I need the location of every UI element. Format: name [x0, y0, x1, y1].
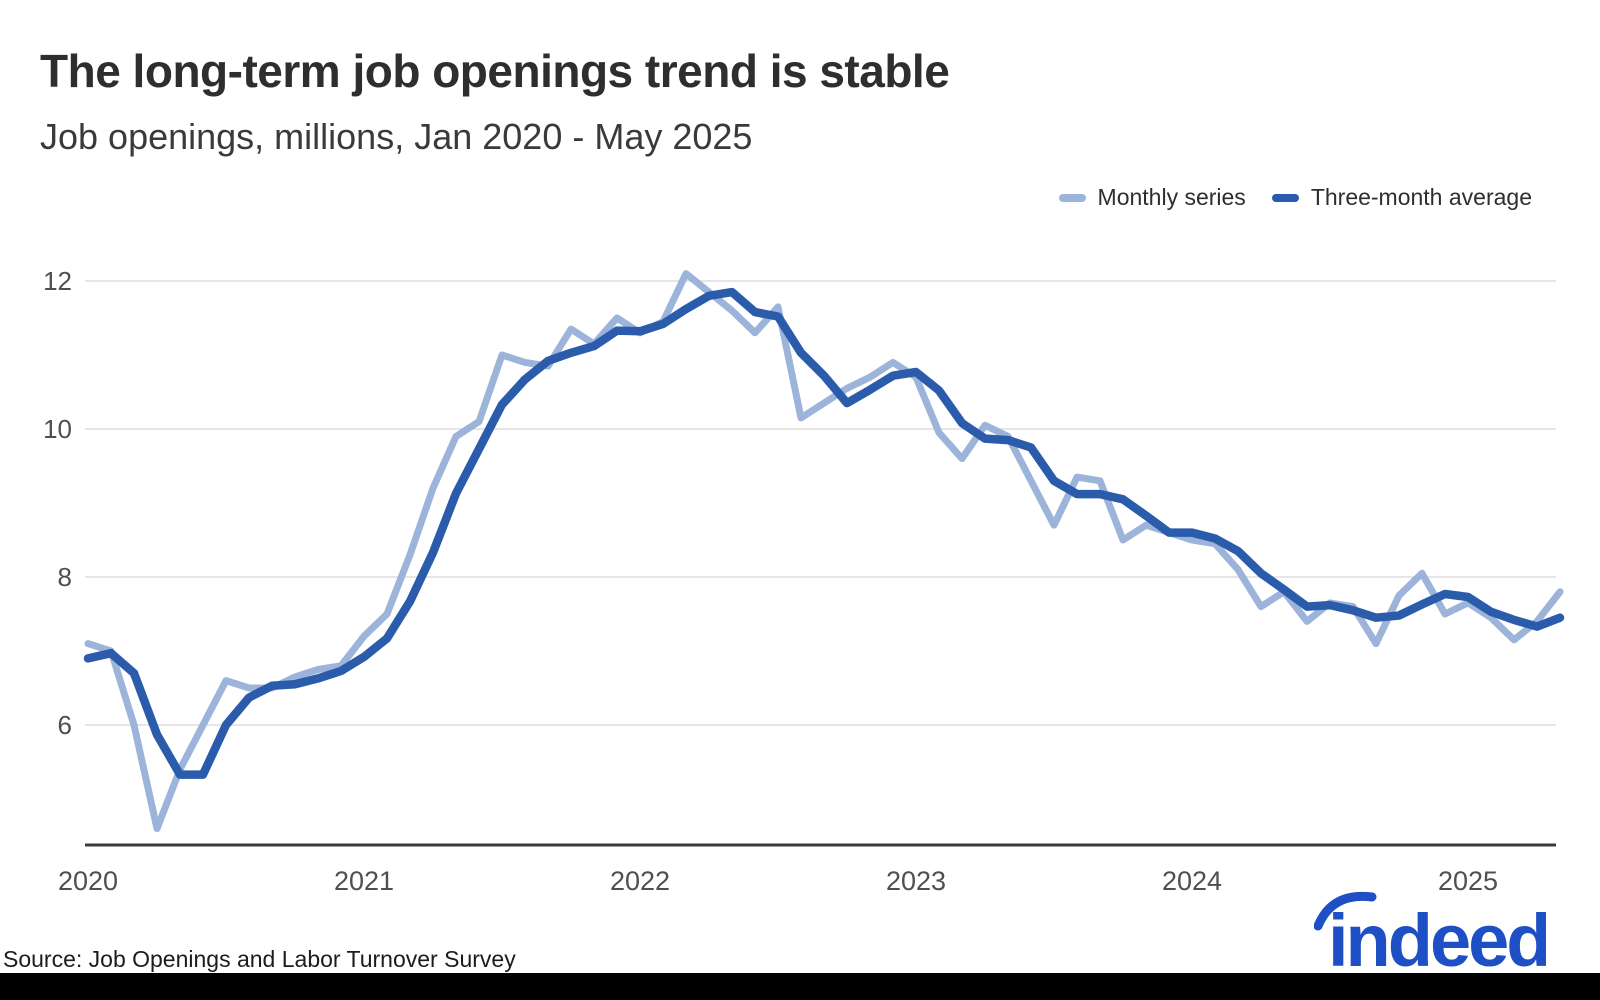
page-title: The long-term job openings trend is stab… [40, 45, 950, 97]
page-subtitle: Job openings, millions, Jan 2020 - May 2… [40, 116, 753, 157]
three-month-average-line [83, 287, 1565, 779]
y-tick-label: 10 [43, 414, 72, 444]
three-month-average-swatch-icon [1271, 193, 1299, 202]
x-tick-label: 2024 [1162, 866, 1222, 896]
x-tick-label: 2021 [334, 866, 394, 896]
indeed-logo: indeed [1314, 891, 1546, 976]
y-tick-label: 12 [43, 266, 72, 296]
legend: Monthly series Three-month average [1058, 184, 1532, 211]
x-tick-label: 2022 [610, 866, 670, 896]
legend-item-average: Three-month average [1271, 184, 1532, 211]
logo-wordmark: indeed [1328, 899, 1546, 976]
x-tick-label: 2020 [58, 866, 118, 896]
y-tick-label: 8 [58, 562, 72, 592]
source-note: Source: Job Openings and Labor Turnover … [3, 946, 516, 972]
x-tick-label: 2023 [886, 866, 946, 896]
legend-label-average: Three-month average [1310, 184, 1532, 210]
x-tick-label: 2025 [1438, 866, 1498, 896]
legend-label-monthly: Monthly series [1097, 184, 1246, 210]
monthly-series-line [84, 270, 1564, 833]
y-tick-label: 6 [58, 710, 72, 740]
logo-swoosh-icon [1314, 891, 1377, 931]
monthly-series-swatch-icon [1058, 193, 1086, 202]
bottom-black-bar [0, 973, 1600, 1000]
legend-item-monthly: Monthly series [1058, 184, 1246, 211]
